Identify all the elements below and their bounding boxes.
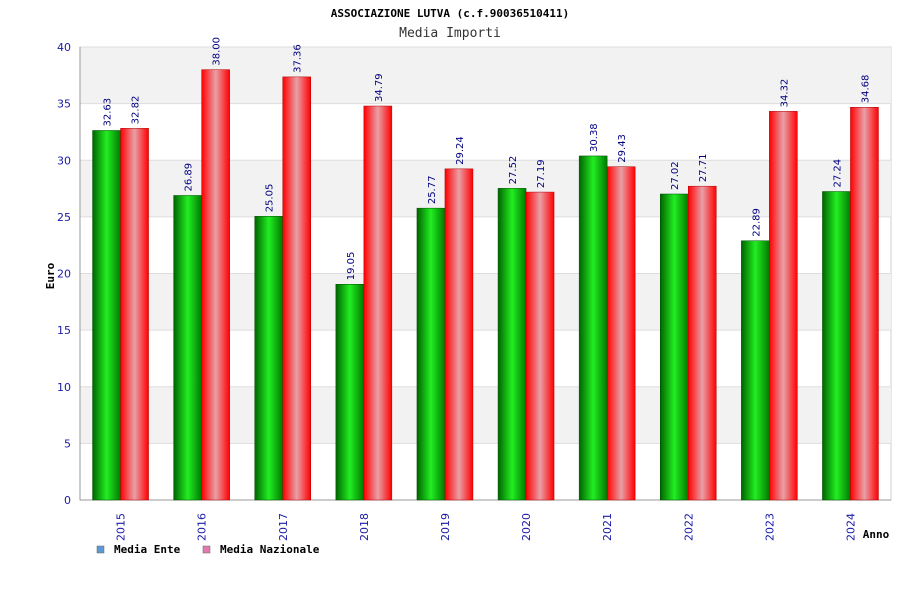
data-label: 32.82 [131,96,142,125]
data-label: 25.77 [427,176,438,205]
bar-media-ente-2016 [173,195,202,501]
bar-media-nazionale-2020 [525,191,555,501]
legend-label-media-nazionale: Media Nazionale [220,543,320,556]
bar-media-ente-2017 [254,216,283,501]
y-tick-label: 35 [57,98,71,111]
bar-media-nazionale-2017 [282,76,311,501]
x-axis-ticks: 2015 2016 2017 2018 2019 2020 2021 2022 2023 2024 [115,513,858,541]
y-tick-label: 40 [57,41,71,54]
data-label: 32.63 [103,98,114,127]
x-axis-label: Anno [863,528,890,541]
chart-subtitle: Media Importi [399,26,501,41]
bar-media-nazionale-2018 [363,105,393,501]
data-label: 37.36 [293,44,304,73]
y-tick-label: 5 [64,437,71,450]
bar-media-ente-2020 [497,188,527,501]
x-tick-label: 2021 [601,513,614,541]
bar-media-ente-2019 [416,207,446,501]
data-label: 26.89 [184,163,195,192]
bars: 32.63 32.82 26.89 38.00 25.05 37.36 19.05 34.79… [92,37,879,501]
x-tick-label: 2017 [277,513,290,541]
bar-media-ente-2018 [335,284,365,501]
data-label: 38.00 [212,37,223,66]
data-label: 30.38 [589,123,600,152]
x-tick-label: 2022 [682,513,695,541]
data-label: 34.79 [374,73,385,102]
data-label: 27.02 [670,161,681,190]
y-axis-ticks: 0 5 10 15 20 25 30 35 40 [57,41,71,507]
data-label: 29.43 [617,134,628,163]
data-label: 19.05 [346,252,357,281]
chart-title: ASSOCIAZIONE LUTVA (c.f.90036510411) [331,7,569,20]
data-label: 34.32 [779,79,790,108]
bar-media-nazionale-2019 [444,168,474,501]
y-tick-label: 30 [57,154,71,167]
x-tick-label: 2024 [844,513,857,541]
y-tick-label: 15 [57,324,71,337]
bar-media-nazionale-2015 [120,128,149,501]
bar-media-nazionale-2021 [606,166,636,501]
x-tick-label: 2016 [196,513,209,541]
bar-media-ente-2021 [578,155,608,501]
data-label: 27.71 [698,154,709,183]
legend: Media Ente Media Nazionale [96,543,320,556]
bar-media-nazionale-2022 [688,185,717,501]
bar-media-ente-2023 [741,240,770,501]
y-tick-label: 10 [57,381,71,394]
legend-swatch-media-ente [96,545,105,554]
bar-media-ente-2022 [660,193,689,501]
bar-media-nazionale-2024 [850,106,879,501]
data-label: 34.68 [860,75,871,104]
bar-media-nazionale-2016 [201,69,230,501]
x-tick-label: 2015 [115,513,128,541]
x-tick-label: 2023 [763,513,776,541]
y-axis-label: Euro [44,262,57,289]
data-label: 25.05 [265,184,276,213]
y-tick-label: 20 [57,268,71,281]
x-tick-label: 2018 [358,513,371,541]
bar-media-ente-2024 [822,191,851,501]
x-tick-label: 2020 [520,513,533,541]
x-tick-label: 2019 [439,513,452,541]
y-tick-label: 0 [64,494,71,507]
data-label: 22.89 [751,208,762,237]
bar-media-nazionale-2023 [769,111,798,501]
data-label: 29.24 [455,136,466,165]
legend-swatch-media-nazionale [202,545,211,554]
data-label: 27.19 [536,159,547,188]
bar-media-ente-2015 [92,130,121,501]
legend-label-media-ente: Media Ente [114,543,181,556]
data-label: 27.52 [508,156,519,185]
y-tick-label: 25 [57,211,71,224]
data-label: 27.24 [832,159,843,188]
